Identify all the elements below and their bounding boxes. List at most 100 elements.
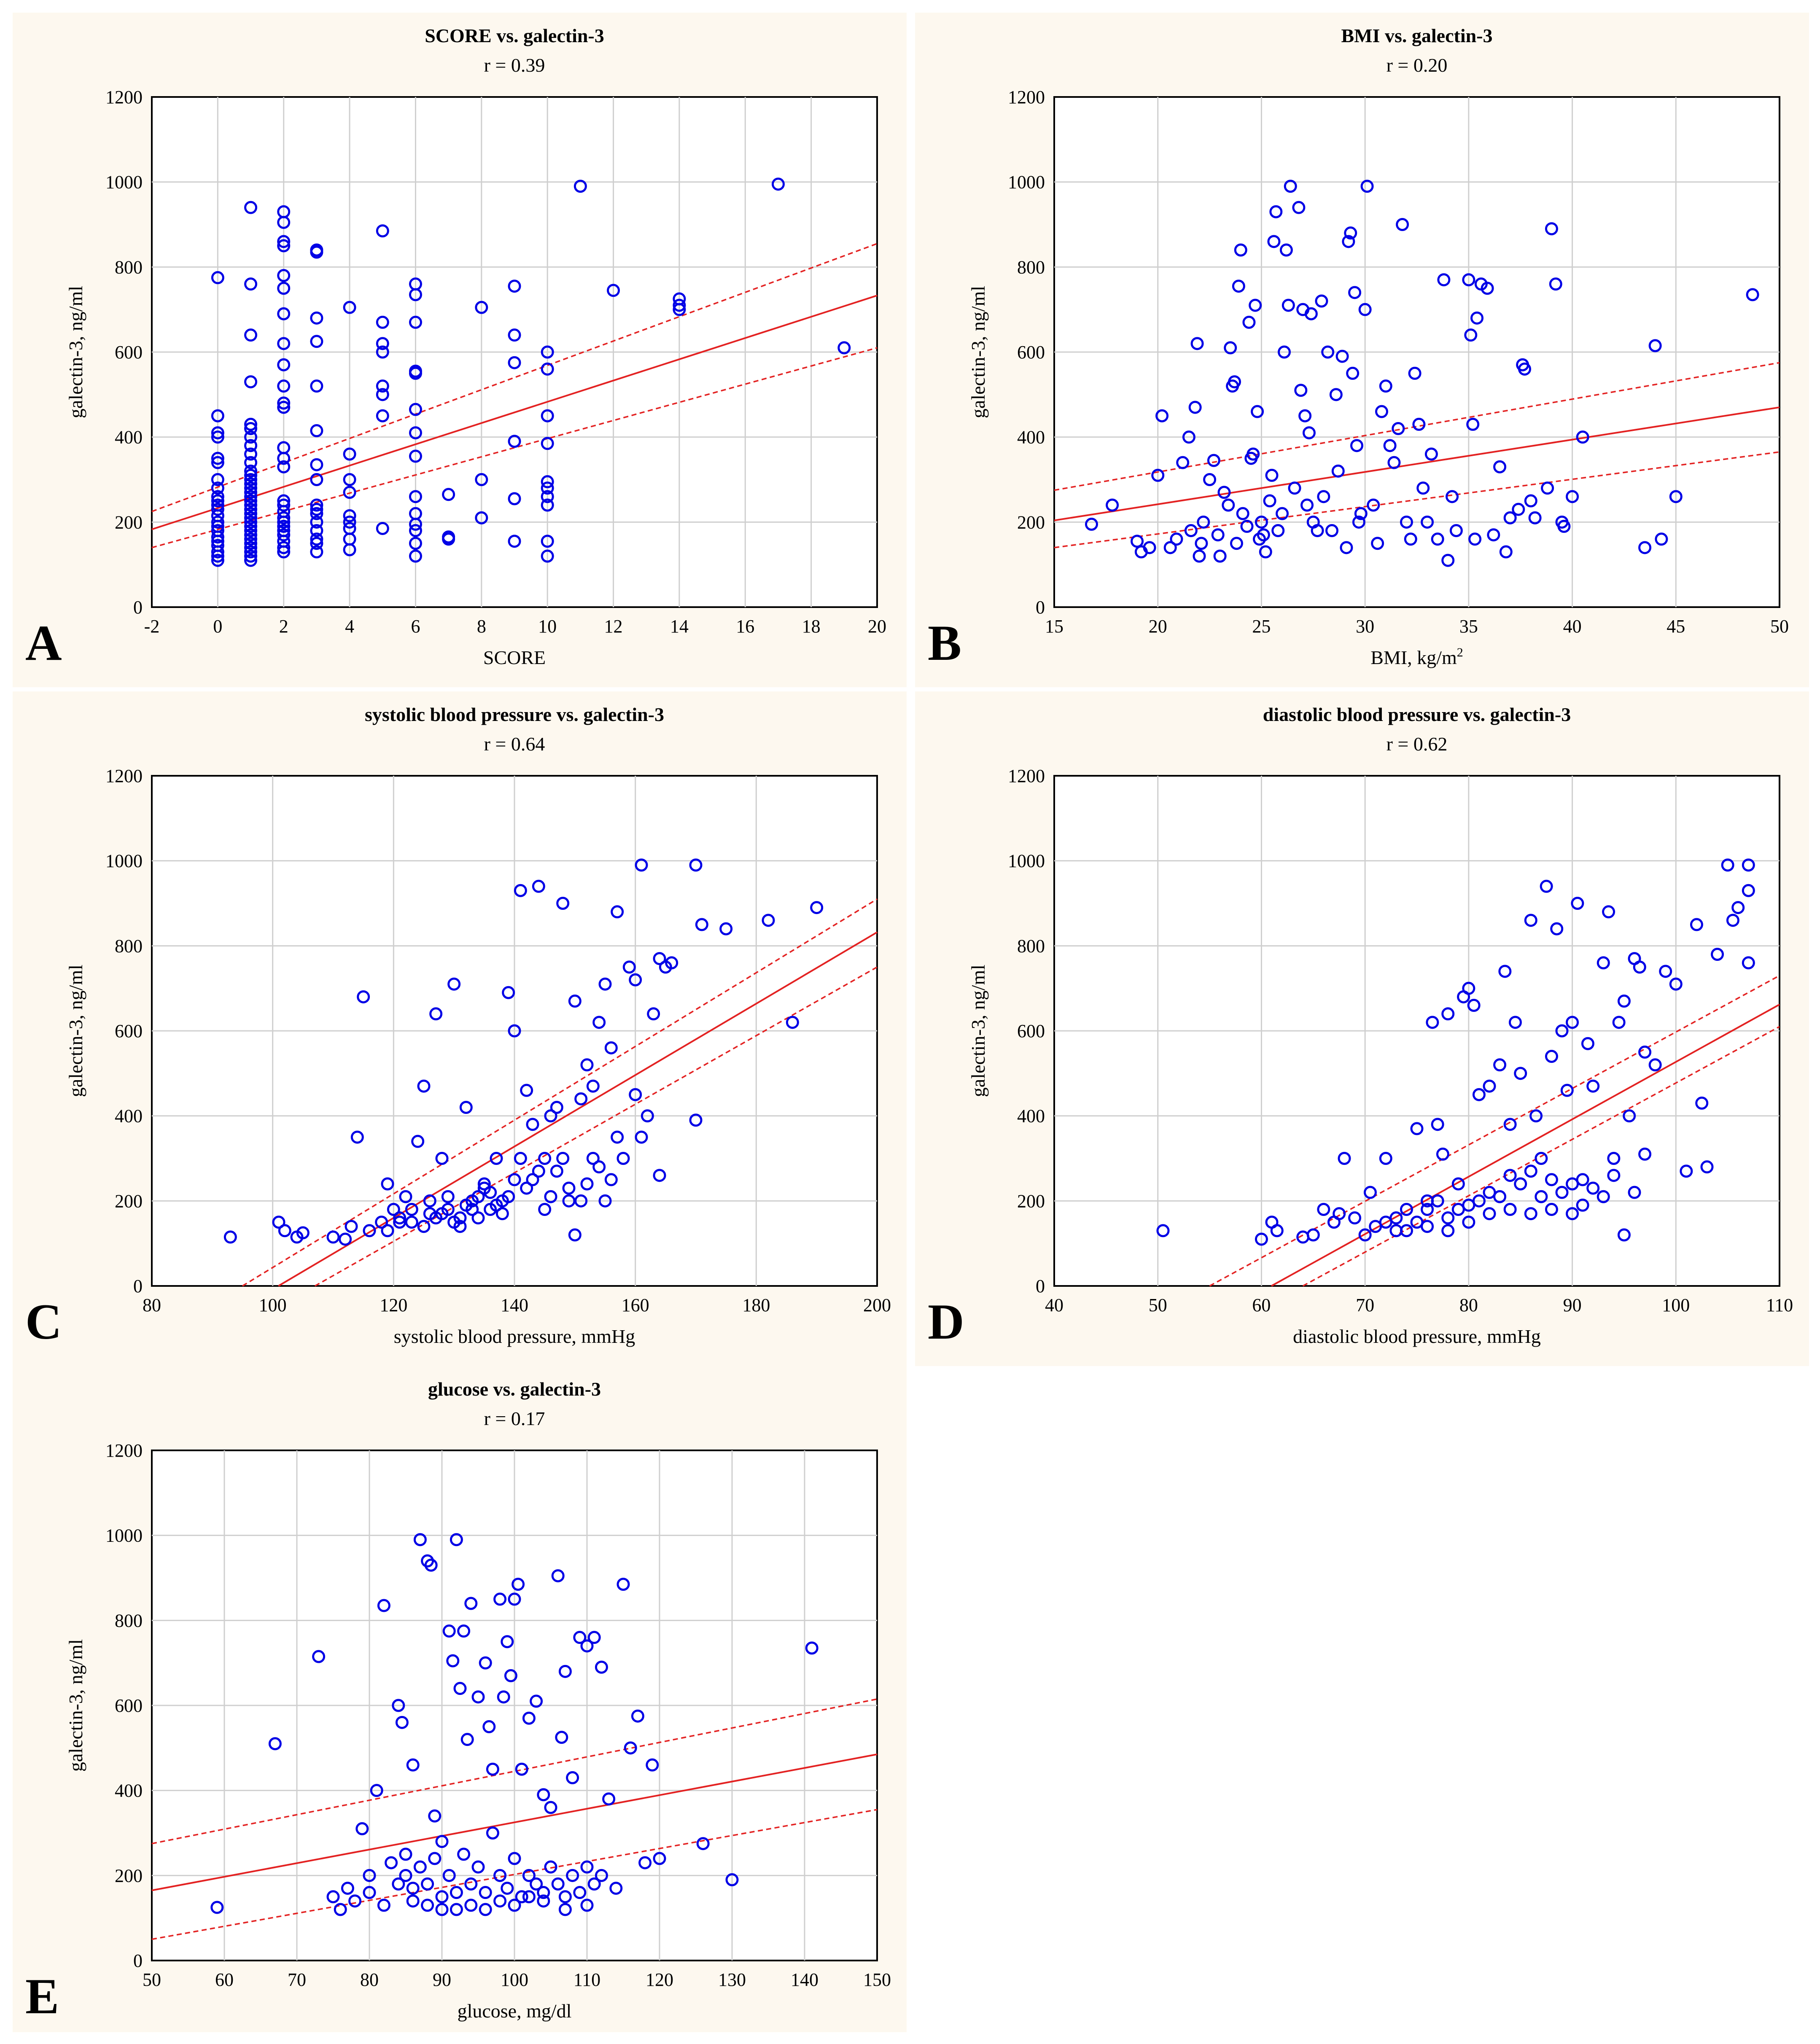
- data-point: [343, 486, 356, 499]
- data-point: [541, 362, 554, 376]
- chart-subtitle: r = 0.39: [484, 54, 545, 76]
- data-point: [244, 430, 258, 444]
- data-point: [211, 530, 224, 544]
- data-point: [1721, 858, 1734, 872]
- data-point: [211, 494, 224, 508]
- data-point: [277, 235, 291, 248]
- data-point: [477, 1177, 491, 1191]
- data-point: [1431, 533, 1444, 546]
- confidence-band-lower: [1054, 451, 1780, 549]
- data-point: [211, 549, 224, 563]
- x-tick-label: 12: [604, 616, 623, 637]
- data-point: [277, 337, 291, 350]
- data-point: [277, 379, 291, 393]
- data-point: [532, 879, 545, 893]
- data-point: [343, 473, 356, 486]
- data-point: [376, 337, 389, 350]
- data-point: [566, 1869, 579, 1882]
- y-tick-label: 400: [1017, 427, 1045, 448]
- data-point: [1412, 417, 1426, 431]
- data-point: [277, 282, 291, 295]
- x-tick-label: 140: [791, 1969, 818, 1990]
- data-point: [1249, 299, 1262, 312]
- data-point: [211, 503, 224, 516]
- data-point: [1317, 1203, 1330, 1216]
- data-point: [1493, 460, 1507, 473]
- data-point: [211, 456, 224, 469]
- data-point: [1700, 1160, 1714, 1174]
- data-point: [1265, 468, 1279, 482]
- data-point: [1383, 439, 1397, 452]
- data-point: [537, 1894, 550, 1908]
- data-point: [696, 1837, 710, 1850]
- x-tick-label: 100: [1662, 1295, 1690, 1315]
- data-point: [1350, 439, 1363, 452]
- data-point: [1607, 1152, 1621, 1165]
- data-point: [508, 1899, 521, 1912]
- data-point: [592, 1016, 606, 1029]
- data-point: [673, 299, 686, 312]
- data-point: [1617, 994, 1631, 1008]
- data-point: [562, 1181, 576, 1195]
- data-point: [1581, 1037, 1594, 1050]
- y-tick-label: 0: [1036, 1276, 1045, 1296]
- data-point: [508, 280, 521, 293]
- data-point: [343, 509, 356, 522]
- data-point: [1571, 897, 1584, 910]
- data-point: [1638, 541, 1652, 554]
- data-point: [562, 1194, 576, 1208]
- data-point: [471, 1190, 485, 1203]
- data-point: [1224, 341, 1237, 355]
- data-point: [586, 1079, 600, 1093]
- data-point: [435, 1903, 449, 1916]
- chart-subtitle: r = 0.64: [484, 733, 545, 755]
- data-point: [310, 311, 323, 325]
- data-point: [558, 1903, 572, 1916]
- data-point: [479, 1656, 492, 1670]
- data-point: [1711, 948, 1724, 961]
- data-point: [277, 519, 291, 533]
- panel-letter: A: [25, 615, 62, 671]
- data-point: [471, 1211, 485, 1225]
- data-point: [646, 1758, 659, 1772]
- x-axis-label: systolic blood pressure, mmHg: [394, 1326, 635, 1347]
- data-point: [725, 1873, 739, 1886]
- data-point: [1277, 345, 1291, 359]
- chart-subtitle: r = 0.62: [1387, 733, 1448, 755]
- data-point: [1211, 528, 1225, 542]
- y-tick-label: 400: [1017, 1106, 1045, 1127]
- confidence-band-upper: [1054, 362, 1780, 491]
- data-point: [1498, 965, 1512, 978]
- data-point: [341, 1882, 354, 1895]
- data-point: [556, 1152, 570, 1165]
- data-point: [1263, 494, 1276, 508]
- data-point: [277, 460, 291, 473]
- data-point: [409, 315, 422, 329]
- data-point: [1311, 524, 1324, 537]
- x-tick-label: 45: [1667, 616, 1685, 637]
- data-point: [1416, 481, 1430, 495]
- data-point: [405, 1203, 418, 1216]
- data-point: [526, 1173, 539, 1186]
- data-point: [1648, 1058, 1662, 1072]
- data-point: [376, 379, 389, 393]
- data-point: [387, 1203, 400, 1216]
- data-point: [689, 1113, 703, 1127]
- data-point: [460, 1733, 474, 1746]
- data-point: [1358, 303, 1372, 316]
- data-point: [1472, 1088, 1486, 1101]
- data-point: [310, 245, 323, 259]
- data-point: [424, 1558, 438, 1572]
- data-point: [1451, 1177, 1465, 1191]
- x-tick-label: 50: [1149, 1295, 1167, 1315]
- data-point: [244, 519, 258, 533]
- data-point: [1176, 456, 1190, 469]
- data-point: [392, 1699, 405, 1712]
- data-point: [1655, 533, 1668, 546]
- x-tick-label: -2: [144, 616, 160, 637]
- data-point: [508, 1592, 521, 1606]
- data-point: [1623, 1109, 1636, 1123]
- data-point: [244, 503, 258, 516]
- data-point: [348, 1894, 362, 1908]
- data-point: [277, 545, 291, 559]
